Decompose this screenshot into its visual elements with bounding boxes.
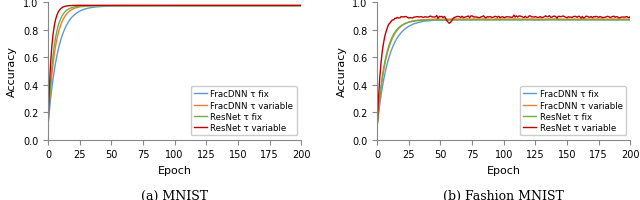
- FracDNN τ fix: [276, 6, 284, 8]
- Legend: FracDNN τ fix, FracDNN τ variable, ResNet τ fix, ResNet τ variable: FracDNN τ fix, FracDNN τ variable, ResNe…: [191, 87, 297, 136]
- FracDNN τ variable: [45, 105, 53, 108]
- FracDNN τ variable: [510, 19, 518, 21]
- FracDNN τ variable: [150, 5, 158, 8]
- ResNet τ fix: [150, 5, 158, 8]
- ResNet τ variable: [136, 5, 144, 7]
- FracDNN τ fix: [67, 18, 75, 21]
- FracDNN τ fix: [44, 125, 52, 128]
- Text: (b) Fashion MNIST: (b) Fashion MNIST: [444, 189, 564, 200]
- Line: ResNet τ variable: ResNet τ variable: [48, 6, 301, 126]
- ResNet τ fix: [510, 20, 518, 22]
- ResNet τ fix: [277, 5, 285, 8]
- FracDNN τ variable: [298, 5, 305, 8]
- FracDNN τ variable: [374, 111, 382, 113]
- ResNet τ fix: [67, 8, 75, 10]
- FracDNN τ fix: [396, 34, 404, 36]
- Line: FracDNN τ fix: FracDNN τ fix: [48, 7, 301, 126]
- Line: ResNet τ fix: ResNet τ fix: [48, 7, 301, 126]
- ResNet τ variable: [374, 98, 382, 101]
- ResNet τ variable: [177, 5, 185, 7]
- Line: ResNet τ variable: ResNet τ variable: [377, 16, 630, 126]
- FracDNN τ variable: [627, 19, 634, 21]
- FracDNN τ variable: [67, 10, 75, 12]
- ResNet τ fix: [257, 5, 264, 8]
- Line: FracDNN τ variable: FracDNN τ variable: [48, 7, 301, 126]
- FracDNN τ fix: [150, 6, 158, 8]
- ResNet τ variable: [298, 5, 305, 7]
- Y-axis label: Accuracy: Accuracy: [337, 46, 346, 97]
- FracDNN τ variable: [181, 5, 189, 8]
- FracDNN τ fix: [181, 6, 189, 8]
- ResNet τ fix: [136, 5, 144, 8]
- FracDNN τ variable: [44, 125, 52, 128]
- FracDNN τ fix: [374, 114, 382, 116]
- ResNet τ variable: [45, 89, 53, 91]
- Y-axis label: Accuracy: Accuracy: [7, 46, 17, 97]
- ResNet τ fix: [466, 20, 474, 22]
- FracDNN τ fix: [373, 125, 381, 128]
- ResNet τ variable: [182, 5, 190, 7]
- ResNet τ variable: [466, 17, 474, 20]
- ResNet τ variable: [627, 16, 634, 19]
- ResNet τ fix: [45, 101, 53, 104]
- ResNet τ fix: [44, 125, 52, 128]
- ResNet τ fix: [374, 110, 382, 112]
- ResNet τ variable: [510, 15, 518, 17]
- ResNet τ fix: [181, 5, 189, 8]
- ResNet τ variable: [606, 17, 614, 20]
- FracDNN τ fix: [298, 6, 305, 8]
- ResNet τ fix: [298, 5, 305, 8]
- FracDNN τ fix: [466, 19, 474, 22]
- FracDNN τ variable: [580, 18, 588, 21]
- ResNet τ variable: [67, 5, 75, 8]
- ResNet τ fix: [627, 20, 634, 22]
- X-axis label: Epoch: Epoch: [157, 165, 191, 175]
- FracDNN τ variable: [466, 19, 474, 21]
- Line: FracDNN τ fix: FracDNN τ fix: [377, 20, 630, 126]
- FracDNN τ variable: [606, 19, 614, 21]
- FracDNN τ variable: [136, 5, 144, 8]
- ResNet τ variable: [150, 5, 158, 7]
- FracDNN τ fix: [606, 19, 614, 22]
- ResNet τ variable: [373, 125, 381, 128]
- FracDNN τ fix: [45, 111, 53, 113]
- ResNet τ variable: [44, 125, 52, 128]
- FracDNN τ fix: [509, 19, 516, 21]
- Line: ResNet τ fix: ResNet τ fix: [377, 21, 630, 126]
- ResNet τ variable: [396, 18, 404, 20]
- ResNet τ variable: [511, 17, 519, 19]
- FracDNN τ variable: [373, 125, 381, 128]
- FracDNN τ fix: [511, 19, 519, 22]
- ResNet τ fix: [605, 20, 612, 22]
- FracDNN τ fix: [480, 19, 488, 22]
- Legend: FracDNN τ fix, FracDNN τ variable, ResNet τ fix, ResNet τ variable: FracDNN τ fix, FracDNN τ variable, ResNe…: [520, 87, 626, 136]
- Text: (a) MNIST: (a) MNIST: [141, 189, 208, 200]
- FracDNN τ fix: [136, 6, 144, 8]
- ResNet τ fix: [373, 125, 381, 128]
- Line: FracDNN τ variable: FracDNN τ variable: [377, 20, 630, 126]
- FracDNN τ variable: [480, 19, 488, 21]
- ResNet τ variable: [480, 15, 488, 18]
- ResNet τ fix: [396, 26, 404, 29]
- ResNet τ variable: [277, 5, 285, 7]
- FracDNN τ fix: [627, 19, 634, 22]
- FracDNN τ variable: [276, 5, 284, 8]
- ResNet τ fix: [480, 20, 488, 22]
- FracDNN τ variable: [396, 27, 404, 29]
- X-axis label: Epoch: Epoch: [487, 165, 521, 175]
